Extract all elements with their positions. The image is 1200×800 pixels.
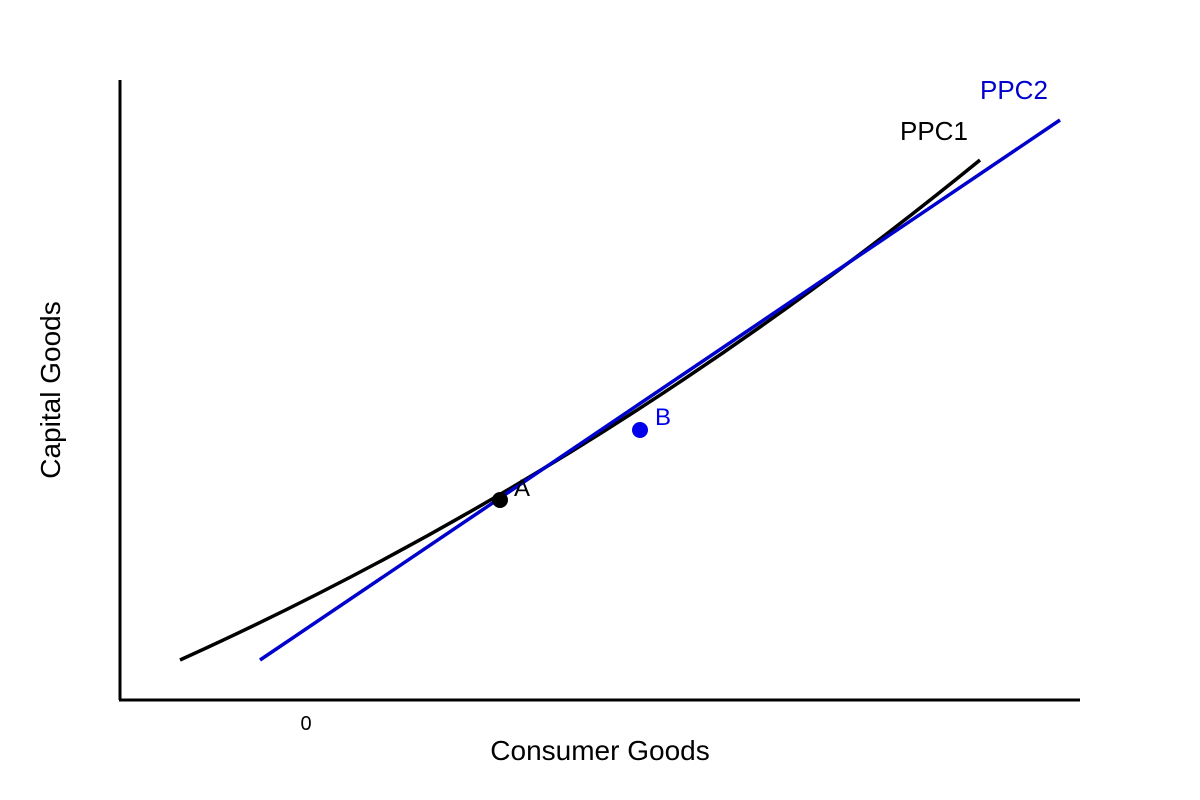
point-a-label: A [514, 475, 530, 502]
point-a-marker [492, 492, 508, 508]
x-axis-label: Consumer Goods [490, 735, 709, 766]
ppc2-label: PPC2 [980, 75, 1048, 105]
point-b-marker [632, 422, 648, 438]
origin-tick-label: 0 [300, 713, 311, 735]
y-axis-label: Capital Goods [35, 301, 66, 478]
point-b-label: B [655, 404, 671, 431]
ppc1-curve [179, 158, 982, 662]
ppc2-curve [259, 118, 1061, 662]
ppc1-label: PPC1 [900, 116, 968, 146]
